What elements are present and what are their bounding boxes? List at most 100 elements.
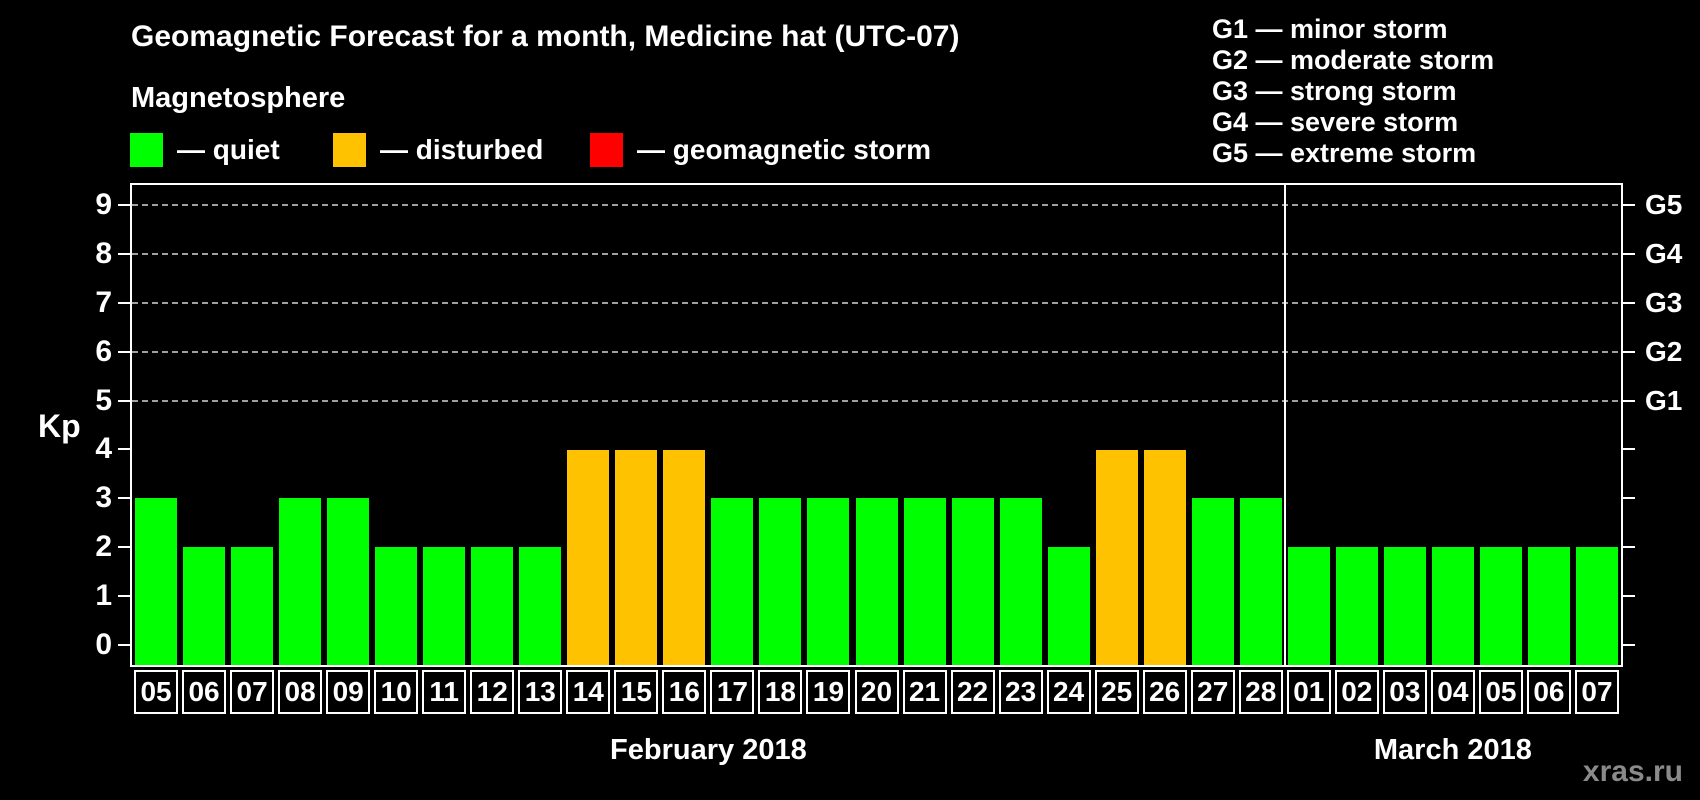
bar-february-2018-26	[1143, 449, 1186, 665]
month-label-march: March 2018	[1373, 734, 1532, 766]
date-box-february-2018-06: 06	[182, 670, 227, 714]
date-box-march-2018-06: 06	[1526, 670, 1571, 714]
y-tick-right-3	[1623, 497, 1635, 500]
bar-february-2018-09	[327, 498, 370, 665]
bar-march-2018-03	[1383, 547, 1426, 665]
legend-item-label: — disturbed	[380, 134, 544, 165]
bar-february-2018-17	[711, 498, 754, 665]
y-tick-right-0	[1623, 644, 1635, 647]
plot-area	[130, 183, 1623, 667]
date-box-march-2018-04: 04	[1430, 670, 1475, 714]
storm-scale-item-g2: G2 — moderate storm	[1212, 45, 1495, 75]
bar-february-2018-20	[855, 498, 898, 665]
bar-february-2018-05	[135, 498, 178, 665]
date-box-february-2018-25: 25	[1094, 670, 1139, 714]
date-box-february-2018-07: 07	[230, 670, 275, 714]
y-tick-left-7	[118, 301, 130, 304]
bar-february-2018-19	[807, 498, 850, 665]
y-tick-right-5	[1623, 399, 1635, 402]
bar-february-2018-13	[519, 547, 562, 665]
magnetosphere-label: Magnetosphere	[131, 82, 346, 114]
y-tick-right-9	[1623, 203, 1635, 206]
date-box-february-2018-11: 11	[422, 670, 467, 714]
y-tick-right-2	[1623, 546, 1635, 549]
g-scale-label-g3: G3	[1645, 286, 1683, 318]
date-box-february-2018-24: 24	[1046, 670, 1091, 714]
y-tick-left-3	[118, 497, 130, 500]
date-box-february-2018-21: 21	[902, 670, 947, 714]
y-axis-label-0: 0	[95, 628, 112, 662]
gridline-kp5	[132, 399, 1621, 402]
storm-scale-item-g1: G1 — minor storm	[1212, 14, 1448, 44]
date-box-february-2018-10: 10	[374, 670, 419, 714]
bar-february-2018-23	[999, 498, 1042, 665]
y-tick-right-6	[1623, 350, 1635, 353]
date-box-february-2018-14: 14	[566, 670, 611, 714]
g-scale-label-g4: G4	[1645, 237, 1683, 269]
y-axis-label-6: 6	[95, 334, 112, 368]
date-box-february-2018-22: 22	[950, 670, 995, 714]
date-box-february-2018-12: 12	[470, 670, 515, 714]
y-tick-left-0	[118, 644, 130, 647]
gridline-kp9	[132, 203, 1621, 206]
date-box-february-2018-18: 18	[758, 670, 803, 714]
date-box-february-2018-26: 26	[1142, 670, 1187, 714]
date-box-march-2018-07: 07	[1574, 670, 1619, 714]
date-box-february-2018-17: 17	[710, 670, 755, 714]
bar-february-2018-21	[903, 498, 946, 665]
y-tick-right-7	[1623, 301, 1635, 304]
bar-february-2018-27	[1191, 498, 1234, 665]
bar-february-2018-15	[615, 449, 658, 665]
legend-item-quiet: — quiet	[130, 133, 280, 167]
storm-scale-item-g3: G3 — strong storm	[1212, 76, 1457, 106]
date-box-february-2018-23: 23	[998, 670, 1043, 714]
y-tick-left-8	[118, 252, 130, 255]
date-box-march-2018-01: 01	[1286, 670, 1331, 714]
disturbed-color-swatch-icon	[333, 133, 366, 167]
storm-scale-item-g4: G4 — severe storm	[1212, 107, 1459, 137]
date-box-february-2018-08: 08	[278, 670, 323, 714]
y-axis-title: Kp	[38, 408, 81, 444]
bar-march-2018-07	[1575, 547, 1618, 665]
storm-scale-legend: G1 — minor storm G2 — moderate storm G3 …	[1212, 14, 1494, 169]
y-tick-left-1	[118, 595, 130, 598]
y-axis-label-1: 1	[95, 579, 112, 613]
y-axis-label-9: 9	[95, 187, 112, 221]
legend-item-disturbed: — disturbed	[333, 133, 543, 167]
gridline-kp8	[132, 252, 1621, 255]
y-axis-label-4: 4	[95, 432, 112, 466]
bar-february-2018-22	[951, 498, 994, 665]
quiet-color-swatch-icon	[130, 133, 163, 167]
y-tick-right-4	[1623, 448, 1635, 451]
y-axis-label-2: 2	[95, 530, 112, 564]
y-tick-left-4	[118, 448, 130, 451]
g-scale-label-g2: G2	[1645, 335, 1683, 367]
y-tick-left-9	[118, 203, 130, 206]
date-box-february-2018-13: 13	[518, 670, 563, 714]
date-box-february-2018-27: 27	[1190, 670, 1235, 714]
legend-item-storm: — geomagnetic storm	[590, 133, 931, 167]
month-separator-line	[1283, 185, 1286, 665]
watermark: xras.ru	[1582, 755, 1683, 788]
date-box-february-2018-19: 19	[806, 670, 851, 714]
date-box-february-2018-20: 20	[854, 670, 899, 714]
bar-february-2018-18	[759, 498, 802, 665]
bar-february-2018-24	[1047, 547, 1090, 665]
bar-february-2018-08	[279, 498, 322, 665]
date-box-march-2018-05: 05	[1478, 670, 1523, 714]
date-box-february-2018-09: 09	[326, 670, 371, 714]
bar-february-2018-25	[1095, 449, 1138, 665]
month-label-february: February 2018	[610, 734, 807, 766]
y-axis-label-5: 5	[95, 383, 112, 417]
bar-february-2018-14	[567, 449, 610, 665]
bar-march-2018-04	[1431, 547, 1474, 665]
bar-february-2018-28	[1239, 498, 1282, 665]
bar-march-2018-02	[1335, 547, 1378, 665]
gridline-kp6	[132, 350, 1621, 353]
legend-item-label: — quiet	[177, 134, 280, 165]
date-box-march-2018-02: 02	[1334, 670, 1379, 714]
y-tick-right-8	[1623, 252, 1635, 255]
storm-scale-item-g5: G5 — extreme storm	[1212, 138, 1477, 168]
date-box-march-2018-03: 03	[1382, 670, 1427, 714]
